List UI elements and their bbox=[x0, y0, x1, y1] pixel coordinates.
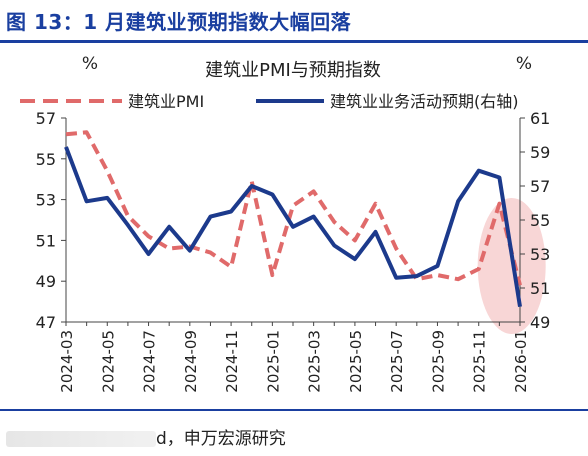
x-tick-label: 2025-11 bbox=[471, 330, 489, 393]
legend-label-pmi: 建筑业PMI bbox=[128, 92, 204, 111]
x-tick-label: 2026-01 bbox=[512, 330, 530, 393]
x-tick-label: 2025-09 bbox=[429, 330, 447, 393]
source-text: d，申万宏源研究 bbox=[156, 429, 286, 449]
x-tick-label: 2024-09 bbox=[182, 330, 200, 393]
series-line-1 bbox=[65, 130, 522, 286]
title-rule bbox=[0, 40, 588, 43]
x-tick-label: 2025-07 bbox=[388, 330, 406, 393]
blurred-source-text bbox=[6, 431, 156, 447]
chart-title: 建筑业PMI与预期指数 bbox=[205, 60, 381, 81]
right-tick-label: 53 bbox=[530, 245, 550, 264]
x-tick-label: 2024-03 bbox=[58, 330, 76, 393]
legend-label-expectation: 建筑业业务活动预期(右轴) bbox=[330, 92, 519, 111]
figure-title: 图 13：1 月建筑业预期指数大幅回落 bbox=[6, 10, 352, 34]
x-tick-label: 2025-03 bbox=[306, 330, 324, 393]
right-tick-label: 51 bbox=[530, 279, 550, 298]
right-tick-label: 57 bbox=[530, 177, 550, 196]
x-tick-label: 2024-05 bbox=[99, 330, 117, 393]
right-tick-label: 55 bbox=[530, 211, 550, 230]
left-tick-label: 57 bbox=[36, 109, 56, 128]
left-tick-label: 53 bbox=[36, 191, 56, 210]
right-axis-unit: % bbox=[516, 54, 532, 74]
left-tick-label: 51 bbox=[36, 231, 56, 250]
left-tick-label: 55 bbox=[36, 150, 56, 169]
left-tick-label: 47 bbox=[36, 313, 56, 332]
x-tick-label: 2024-11 bbox=[223, 330, 241, 393]
right-tick-label: 49 bbox=[530, 313, 550, 332]
x-tick-label: 2025-05 bbox=[347, 330, 365, 393]
source-note: d，申万宏源研究 bbox=[6, 424, 286, 449]
x-tick-label: 2024-07 bbox=[141, 330, 159, 393]
series-line-2 bbox=[64, 146, 522, 308]
x-tick-label: 2025-01 bbox=[264, 330, 282, 393]
right-tick-label: 61 bbox=[530, 109, 550, 128]
left-tick-label: 49 bbox=[36, 272, 56, 291]
source-rule bbox=[0, 409, 588, 411]
left-axis-unit: % bbox=[82, 54, 98, 74]
right-tick-label: 59 bbox=[530, 143, 550, 162]
